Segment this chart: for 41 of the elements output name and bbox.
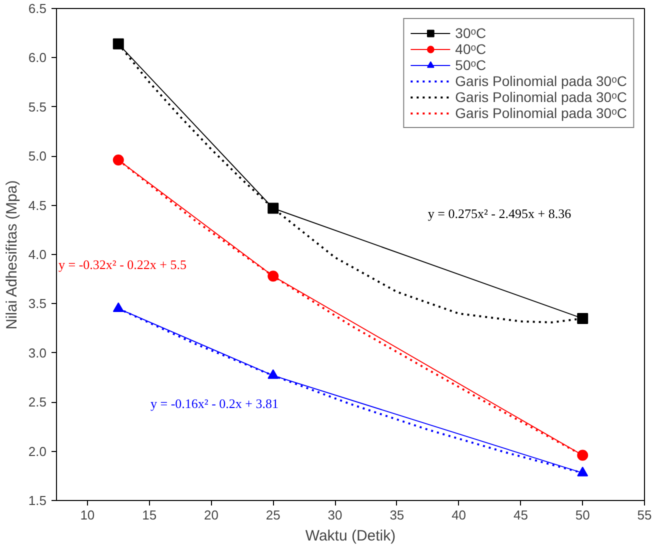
point <box>112 154 124 166</box>
point <box>268 270 279 282</box>
point <box>577 312 588 324</box>
x-tick-label: 15 <box>142 508 157 522</box>
legend-label: 30ᵒC <box>455 25 486 41</box>
y-tick-label: 4.0 <box>28 247 47 262</box>
y-tick-label: 1.5 <box>28 493 47 508</box>
x-tick-label: 45 <box>513 508 528 522</box>
annotation: y = -0.32x² - 0.22x + 5.5 <box>58 257 186 272</box>
x-tick-label: 10 <box>80 508 95 522</box>
x-tick-label: 55 <box>637 508 652 522</box>
point <box>268 202 279 214</box>
legend-label: 40ᵒC <box>455 41 486 57</box>
annotation: y = 0.275x² - 2.495x + 8.36 <box>428 206 572 221</box>
legend-label: 50ᵒC <box>455 57 486 73</box>
point <box>577 466 588 476</box>
y-tick-label: 6.5 <box>28 1 47 16</box>
x-tick-label: 50 <box>575 508 590 522</box>
x-tick-label: 30 <box>328 508 342 522</box>
x-tick-label: 35 <box>390 508 404 522</box>
y-tick-label: 2.0 <box>28 444 47 459</box>
y-tick-label: 6.0 <box>28 50 47 66</box>
annotation: y = -0.16x² - 0.2x + 3.81 <box>150 396 278 411</box>
x-tick-label: 40 <box>452 508 466 522</box>
legend-label: Garis Polinomial pada 30ᵒC <box>455 89 627 105</box>
y-tick-label: 5.0 <box>28 148 47 164</box>
y-tick-label: 2.5 <box>28 394 47 410</box>
y-axis-title: Nilai Adhesifitas (Mpa) <box>3 180 20 330</box>
point <box>112 302 124 312</box>
legend-label: Garis Polinomial pada 30ᵒC <box>455 73 627 89</box>
point <box>577 450 588 461</box>
x-axis-title: Waktu (Detik) <box>305 528 396 544</box>
point <box>112 38 124 50</box>
y-tick-label: 3.5 <box>28 296 47 312</box>
x-tick-label: 20 <box>204 508 218 522</box>
x-tick-label: 25 <box>266 508 280 522</box>
y-tick-label: 3.0 <box>28 345 47 360</box>
point <box>268 369 279 379</box>
y-tick-label: 4.5 <box>28 198 47 213</box>
legend-label: Garis Polinomial pada 30ᵒC <box>455 105 627 121</box>
y-tick-label: 5.5 <box>28 99 47 114</box>
